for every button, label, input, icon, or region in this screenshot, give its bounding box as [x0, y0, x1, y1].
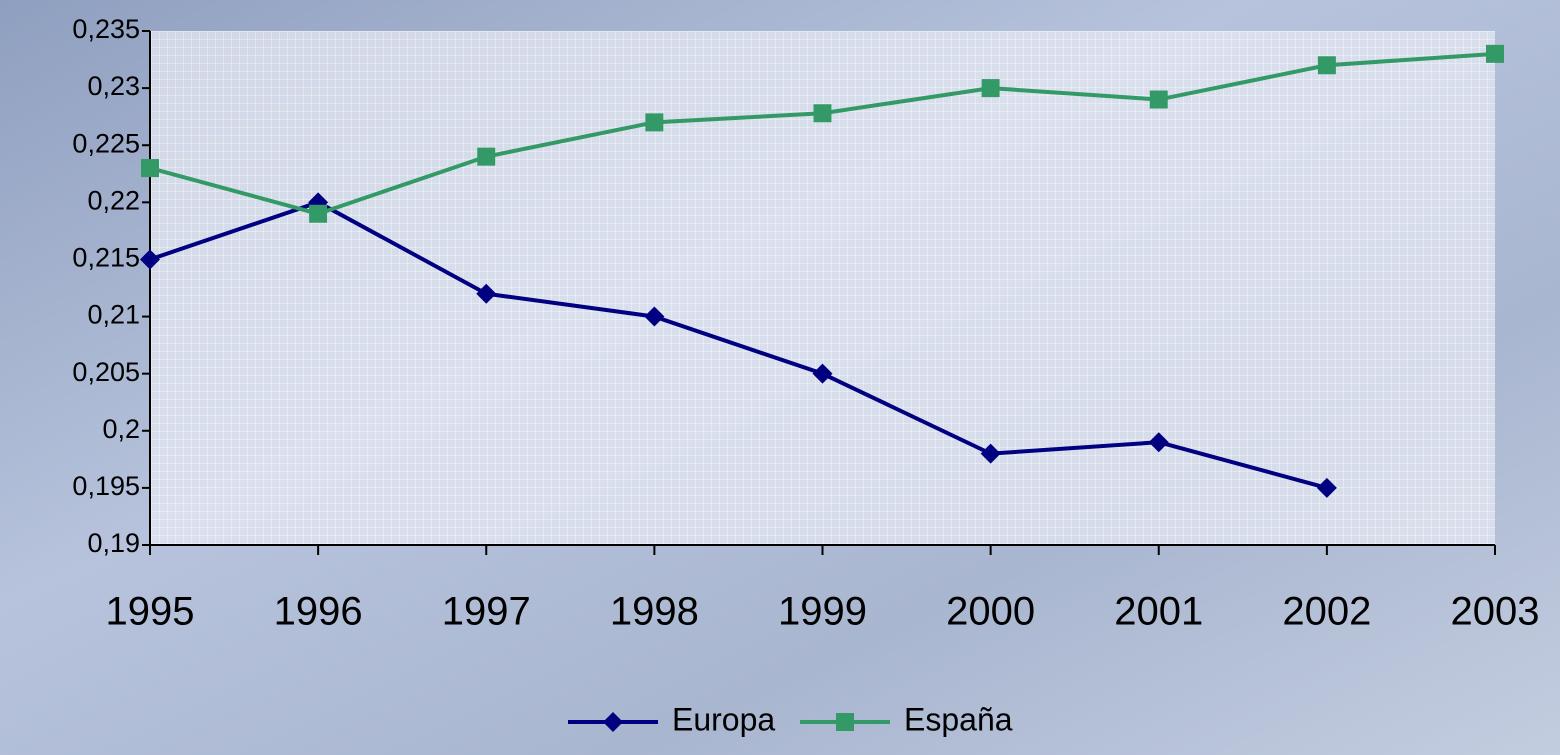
y-tick-label: 0,2	[102, 414, 140, 444]
y-tick-label: 0,235	[72, 14, 140, 44]
data-point	[1149, 90, 1168, 109]
data-point	[644, 306, 665, 327]
x-tick-label: 2003	[1451, 590, 1540, 634]
data-point	[1317, 56, 1336, 75]
y-tick-label: 0,23	[87, 71, 140, 101]
y-tick-label: 0,19	[87, 528, 140, 558]
legend-label: Europa	[672, 701, 775, 737]
data-point	[1148, 432, 1169, 453]
data-point	[476, 283, 497, 304]
data-point	[141, 159, 159, 178]
y-tick-label: 0,21	[87, 300, 140, 330]
y-tick-label: 0,205	[72, 357, 140, 387]
series-line	[149, 200, 1328, 490]
data-point	[980, 443, 1001, 464]
y-tick-label: 0,215	[72, 243, 140, 273]
y-tick-label: 0,225	[72, 128, 140, 158]
x-tick-label: 1998	[610, 590, 699, 634]
x-tick-label: 2002	[1282, 590, 1371, 634]
y-tick-label: 0,195	[72, 471, 140, 501]
legend-label: España	[904, 701, 1013, 737]
legend-marker	[836, 713, 854, 731]
data-point	[645, 113, 664, 132]
data-point	[1316, 477, 1337, 498]
x-tick-label: 2001	[1114, 590, 1203, 634]
data-point	[140, 249, 160, 270]
x-tick-label: 1995	[106, 590, 195, 634]
data-point	[477, 147, 496, 166]
data-point	[1486, 44, 1504, 63]
x-tick-label: 1999	[778, 590, 867, 634]
data-point	[813, 104, 832, 123]
data-point	[812, 363, 833, 384]
y-tick-label: 0,22	[87, 185, 140, 215]
x-tick-label: 2000	[946, 590, 1035, 634]
data-point	[981, 79, 1000, 98]
x-tick-label: 1996	[274, 590, 363, 634]
x-tick-label: 1997	[442, 590, 531, 634]
data-point	[309, 204, 328, 223]
legend-marker	[603, 712, 623, 732]
